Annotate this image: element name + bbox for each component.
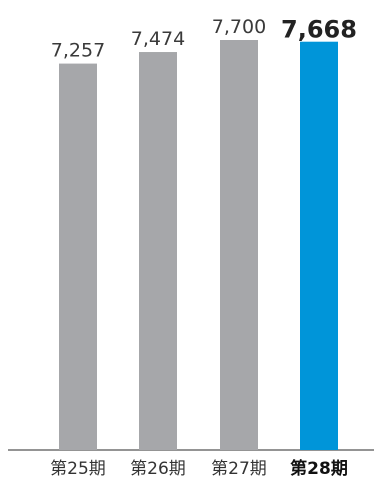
bar-4 — [300, 41, 338, 451]
bars-group — [59, 40, 338, 451]
value-label-3: 7,700 — [212, 16, 266, 38]
value-label-1: 7,257 — [51, 40, 105, 62]
bar-3 — [220, 40, 258, 450]
x-tick-labels-group: 第25期 第26期 第27期 第28期 — [50, 458, 348, 479]
x-tick-label-3: 第27期 — [211, 459, 267, 479]
x-tick-label-4: 第28期 — [290, 458, 348, 479]
bar-2 — [139, 52, 177, 451]
value-labels-group: 7,257 7,474 7,700 7,668 — [51, 16, 357, 62]
bar-1 — [59, 63, 97, 450]
value-label-2: 7,474 — [131, 28, 185, 50]
value-label-4: 7,668 — [281, 16, 357, 44]
x-tick-label-2: 第26期 — [130, 459, 186, 479]
x-tick-label-1: 第25期 — [50, 459, 106, 479]
